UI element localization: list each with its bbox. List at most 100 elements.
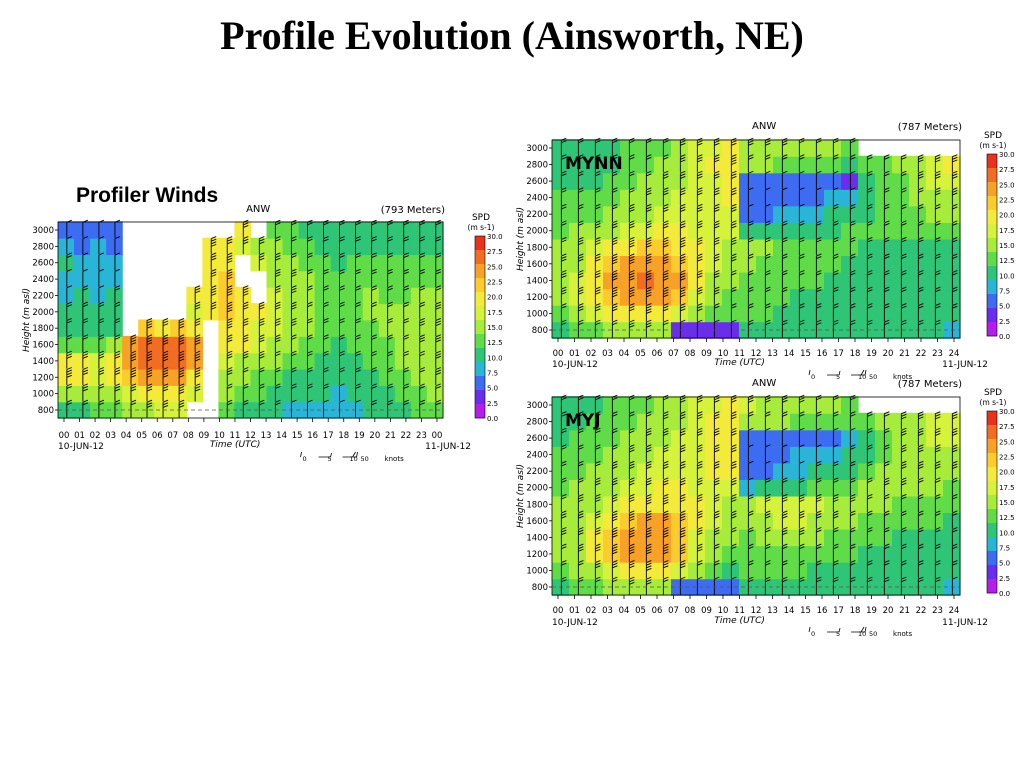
- wind-barb: [781, 510, 788, 529]
- wind-barb: [594, 203, 601, 223]
- speed-cell: [586, 429, 604, 447]
- wind-barb: [290, 350, 297, 369]
- speed-cell: [892, 561, 910, 580]
- colorbar-segment: [987, 266, 997, 281]
- wind-barb: [339, 383, 345, 402]
- x-tick-label: 23: [932, 606, 943, 616]
- wind-barb: [679, 427, 686, 446]
- x-tick-label: 00: [553, 349, 564, 359]
- speed-cell: [671, 412, 689, 431]
- y-tick-label: 3000: [526, 401, 548, 411]
- x-tick-label: 02: [90, 431, 101, 441]
- speed-cell: [943, 429, 961, 447]
- speed-cell: [739, 462, 757, 480]
- x-tick-label: 03: [602, 349, 613, 359]
- wind-barb: [781, 527, 788, 546]
- wind-barb: [764, 187, 771, 206]
- speed-cell: [330, 254, 348, 272]
- speed-cell: [824, 221, 842, 240]
- wind-barb: [815, 560, 822, 579]
- wind-barb: [387, 350, 393, 369]
- colorbar-segment: [987, 439, 997, 454]
- wind-barb: [419, 268, 425, 287]
- speed-cell: [586, 478, 604, 497]
- speed-cell: [773, 396, 791, 414]
- wind-barb: [747, 477, 754, 496]
- wind-barb: [645, 493, 652, 513]
- speed-cell: [282, 270, 300, 288]
- wind-barb: [594, 270, 601, 289]
- wind-barb: [764, 460, 771, 480]
- speed-cell: [106, 319, 123, 337]
- wind-barb: [194, 350, 201, 369]
- wind-barb: [798, 543, 805, 562]
- wind-barb: [98, 285, 105, 304]
- wind-barb: [594, 303, 601, 322]
- speed-cell: [654, 429, 672, 447]
- wind-barb: [645, 543, 652, 562]
- x-tick-label: 19: [866, 606, 877, 616]
- wind-barb: [747, 510, 754, 529]
- speed-cell: [552, 545, 570, 563]
- barb-key-glyphs: [808, 626, 867, 633]
- wind-barb: [900, 220, 907, 239]
- speed-cell: [671, 445, 689, 464]
- wind-barb: [628, 510, 635, 529]
- wind-barb: [679, 493, 686, 513]
- x-tick-label: 11: [230, 431, 241, 441]
- speed-cell: [858, 271, 876, 290]
- speed-cell: [824, 205, 842, 223]
- speed-cell: [394, 335, 412, 354]
- speed-cell: [603, 462, 621, 480]
- wind-barb: [764, 444, 771, 463]
- speed-cell: [74, 352, 91, 370]
- wind-barb: [866, 460, 873, 480]
- wind-barb: [730, 170, 737, 189]
- speed-cell: [234, 303, 252, 321]
- colorbar-segment: [987, 182, 997, 197]
- speed-cell: [705, 304, 723, 323]
- wind-barb: [917, 154, 924, 173]
- speed-cell: [234, 368, 252, 386]
- speed-cell: [552, 255, 570, 273]
- wind-barb: [662, 286, 669, 305]
- wind-barb: [764, 137, 771, 156]
- speed-cell: [410, 254, 428, 272]
- wind-barb: [577, 286, 584, 305]
- colorbar-segment: [987, 168, 997, 183]
- speed-cell: [250, 384, 268, 403]
- wind-barb: [832, 477, 839, 496]
- speed-cell: [705, 429, 723, 447]
- x-tick-label: 24: [949, 606, 960, 616]
- speed-cell: [858, 429, 876, 447]
- wind-barb: [339, 236, 345, 255]
- speed-cell: [569, 528, 587, 547]
- colorbar-segment: [987, 238, 997, 253]
- wind-barb: [866, 236, 873, 256]
- wind-barb: [764, 411, 771, 430]
- wind-barb: [747, 411, 754, 430]
- wind-barb: [696, 411, 703, 430]
- speed-cell: [637, 172, 655, 190]
- wind-barb: [560, 220, 567, 239]
- barb-key-unit: knots: [893, 630, 913, 638]
- speed-cell: [926, 478, 944, 497]
- x-tick-label: 19: [354, 431, 365, 441]
- speed-cell: [858, 478, 876, 497]
- speed-cell: [671, 396, 689, 414]
- wind-barb: [934, 220, 941, 239]
- wind-barb: [832, 170, 839, 189]
- wind-barbs: [560, 137, 958, 338]
- wind-barb: [900, 270, 907, 289]
- wind-barb: [98, 317, 105, 336]
- wind-barb: [849, 527, 856, 546]
- speed-cell: [586, 172, 604, 190]
- wind-barb: [849, 427, 856, 446]
- wind-barb: [900, 170, 907, 189]
- speed-cell: [58, 335, 75, 354]
- wind-barb: [226, 252, 233, 271]
- wind-barb: [764, 543, 771, 562]
- speed-cell: [266, 221, 284, 239]
- wind-barb: [645, 460, 652, 480]
- colorbar-label: 0.0: [999, 333, 1010, 341]
